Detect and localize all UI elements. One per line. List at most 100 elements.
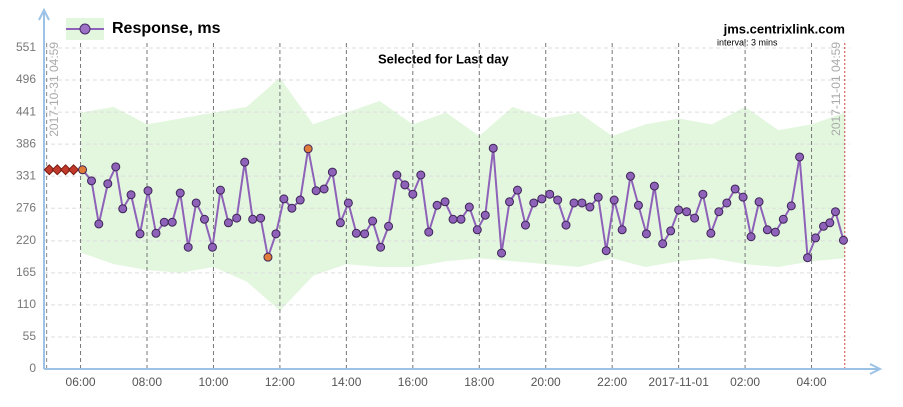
data-point <box>327 167 337 177</box>
x-tick-label: 18:00 <box>464 375 494 389</box>
data-point <box>730 184 740 194</box>
data-point <box>497 248 507 258</box>
data-point <box>512 185 522 195</box>
data-point <box>649 181 659 191</box>
data-point <box>738 192 748 202</box>
data-point <box>577 198 587 208</box>
data-point <box>786 201 796 211</box>
data-point <box>199 214 209 224</box>
time-marker-label: 2017-11-01 04:59 <box>829 42 843 136</box>
time-marker-label: 2017-10-31 04:59 <box>47 42 61 137</box>
data-point <box>825 218 835 228</box>
data-point <box>641 229 651 239</box>
data-point <box>159 217 169 227</box>
x-tick-label: 06:00 <box>66 375 96 389</box>
data-point <box>838 235 848 245</box>
data-point <box>658 239 668 249</box>
data-point <box>746 232 756 242</box>
y-tick-label: 55 <box>23 329 37 343</box>
data-point <box>287 203 297 213</box>
data-point <box>118 204 128 214</box>
data-point <box>232 213 242 223</box>
data-point <box>135 229 145 239</box>
data-point <box>384 221 394 231</box>
data-point <box>368 216 378 226</box>
data-point <box>215 185 225 195</box>
data-point <box>416 170 426 180</box>
data-point <box>593 192 603 202</box>
data-point <box>448 214 458 224</box>
data-point <box>183 242 193 252</box>
data-point <box>223 218 233 228</box>
site-name: jms.centrixlink.com <box>723 21 845 36</box>
data-point <box>480 210 490 220</box>
x-axis-arrow <box>869 363 883 375</box>
data-point <box>256 213 266 223</box>
data-point <box>545 189 555 199</box>
data-point <box>770 227 780 237</box>
data-point <box>795 152 805 162</box>
data-point <box>754 197 764 207</box>
x-tick-label: 10:00 <box>198 375 228 389</box>
data-point <box>674 205 684 215</box>
x-tick-label: 04:00 <box>797 375 827 389</box>
range-band <box>80 77 845 311</box>
data-point <box>295 195 305 205</box>
data-point <box>472 225 482 235</box>
data-point <box>520 220 530 230</box>
x-tick-label: 16:00 <box>398 375 428 389</box>
x-tick-label: 2017-11-01 <box>648 375 709 389</box>
data-point <box>408 189 418 199</box>
y-tick-label: 331 <box>16 168 36 182</box>
data-point <box>343 198 353 208</box>
data-point <box>456 214 466 224</box>
data-point <box>143 186 153 196</box>
data-point <box>609 195 619 205</box>
y-axis-arrow <box>38 7 50 21</box>
data-point <box>376 242 386 252</box>
legend-marker <box>79 23 91 35</box>
x-tick-label: 22:00 <box>597 375 627 389</box>
data-point <box>811 233 821 243</box>
data-point <box>111 162 121 172</box>
data-point <box>722 198 732 208</box>
y-tick-label: 165 <box>16 265 36 279</box>
data-point <box>488 143 498 153</box>
data-point <box>78 165 88 175</box>
lead-in-point <box>43 164 55 176</box>
data-point <box>103 179 113 189</box>
data-point <box>335 218 345 228</box>
data-point <box>279 194 289 204</box>
data-point <box>432 200 442 210</box>
data-point <box>762 225 772 235</box>
data-point <box>633 200 643 210</box>
data-point <box>682 207 692 217</box>
legend-label: Response, ms <box>112 20 221 37</box>
data-point <box>319 184 329 194</box>
x-tick-label: 20:00 <box>531 375 561 389</box>
x-tick-label: 14:00 <box>331 375 361 389</box>
data-point <box>400 180 410 190</box>
data-point <box>561 220 571 230</box>
data-point <box>690 213 700 223</box>
y-tick-label: 0 <box>29 361 36 375</box>
data-point <box>585 202 595 212</box>
data-point <box>94 219 104 229</box>
data-point <box>698 189 708 199</box>
data-point <box>207 242 217 252</box>
data-point <box>167 217 177 227</box>
data-point <box>714 207 724 217</box>
chart-title: Selected for Last day <box>378 51 510 66</box>
data-point <box>424 227 434 237</box>
data-point <box>440 197 450 207</box>
y-tick-label: 276 <box>16 200 36 214</box>
interval: interval: 3 mins <box>717 37 778 47</box>
data-point <box>505 197 515 207</box>
data-point <box>666 226 676 236</box>
data-point <box>271 229 281 239</box>
y-tick-label: 496 <box>16 72 36 86</box>
data-point <box>529 198 539 208</box>
data-point <box>351 228 361 238</box>
data-point <box>830 207 840 217</box>
